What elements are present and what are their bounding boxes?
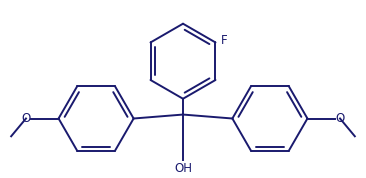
Text: F: F: [220, 34, 227, 47]
Text: O: O: [22, 112, 31, 125]
Text: OH: OH: [174, 162, 192, 175]
Text: O: O: [335, 112, 344, 125]
